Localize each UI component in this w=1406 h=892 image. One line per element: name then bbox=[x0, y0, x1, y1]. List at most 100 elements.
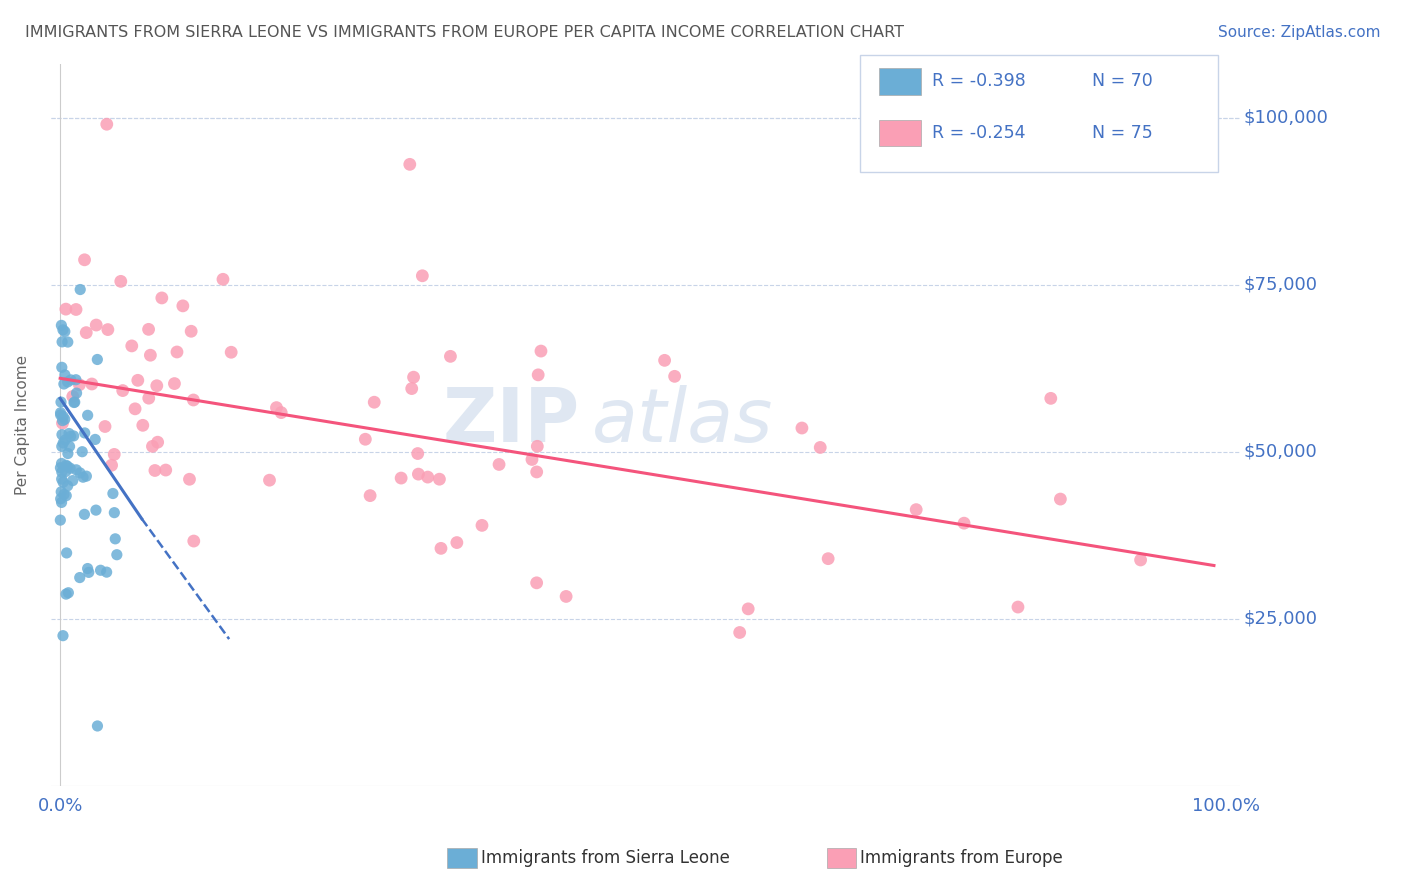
Point bbox=[58, 439, 80, 453]
Point bbox=[58, 586, 80, 600]
Point bbox=[398, 157, 420, 171]
Point bbox=[52, 475, 75, 490]
Point bbox=[52, 629, 75, 643]
Point bbox=[84, 503, 107, 517]
Point bbox=[141, 439, 163, 453]
Point bbox=[132, 418, 155, 433]
Point bbox=[73, 425, 96, 440]
Point bbox=[138, 322, 160, 336]
Point bbox=[408, 467, 430, 482]
Point bbox=[139, 348, 162, 362]
Point bbox=[166, 345, 188, 359]
Point bbox=[53, 487, 76, 501]
Point bbox=[55, 587, 77, 601]
Point bbox=[416, 470, 439, 484]
Point bbox=[51, 427, 73, 442]
Point bbox=[111, 384, 134, 398]
Point bbox=[69, 570, 91, 584]
Text: R = -0.398: R = -0.398 bbox=[932, 72, 1026, 90]
Point bbox=[180, 324, 202, 338]
Point bbox=[808, 441, 831, 455]
Point bbox=[183, 534, 205, 549]
Point bbox=[429, 472, 451, 486]
Point bbox=[359, 489, 381, 503]
Point bbox=[55, 465, 77, 479]
Point bbox=[51, 495, 73, 509]
Point bbox=[51, 334, 73, 349]
Point bbox=[69, 466, 91, 480]
Point bbox=[55, 489, 77, 503]
Point bbox=[77, 566, 100, 580]
Point bbox=[172, 299, 194, 313]
Point bbox=[70, 444, 93, 458]
Point bbox=[96, 565, 118, 579]
Point bbox=[86, 719, 108, 733]
Point bbox=[90, 563, 112, 577]
Point bbox=[76, 561, 98, 575]
Point bbox=[1039, 392, 1062, 406]
Point bbox=[59, 429, 82, 443]
Point bbox=[1049, 492, 1071, 507]
Point bbox=[354, 432, 377, 446]
Point bbox=[555, 590, 578, 604]
Point bbox=[51, 416, 73, 430]
Point bbox=[143, 463, 166, 477]
Text: Immigrants from Europe: Immigrants from Europe bbox=[860, 849, 1063, 867]
Point bbox=[389, 471, 412, 485]
Point bbox=[103, 506, 125, 520]
Point bbox=[270, 406, 292, 420]
Point bbox=[817, 551, 839, 566]
Text: $100,000: $100,000 bbox=[1243, 109, 1329, 127]
Point bbox=[664, 369, 686, 384]
Point bbox=[53, 368, 76, 382]
Point bbox=[75, 469, 97, 483]
Point bbox=[103, 447, 125, 461]
Point bbox=[266, 401, 288, 415]
Point bbox=[138, 391, 160, 405]
Point bbox=[65, 386, 87, 401]
Text: N = 75: N = 75 bbox=[1092, 124, 1153, 142]
Point bbox=[55, 546, 77, 560]
Point bbox=[86, 352, 108, 367]
Text: $75,000: $75,000 bbox=[1243, 276, 1317, 293]
Point bbox=[69, 283, 91, 297]
Point bbox=[530, 344, 553, 359]
Point bbox=[146, 378, 169, 392]
Point bbox=[67, 377, 90, 392]
Point bbox=[121, 339, 143, 353]
Point bbox=[65, 302, 87, 317]
Point bbox=[75, 326, 97, 340]
Point bbox=[105, 548, 128, 562]
Point bbox=[51, 360, 73, 375]
Point bbox=[471, 518, 494, 533]
Point bbox=[52, 323, 75, 337]
Y-axis label: Per Capita Income: Per Capita Income bbox=[15, 355, 30, 495]
Point bbox=[127, 373, 149, 387]
Point bbox=[124, 401, 146, 416]
Point bbox=[56, 459, 79, 474]
Point bbox=[790, 421, 813, 435]
Point bbox=[53, 433, 76, 447]
Point bbox=[52, 409, 75, 424]
Point bbox=[80, 376, 103, 391]
Point bbox=[728, 625, 751, 640]
Point bbox=[905, 502, 928, 516]
Point bbox=[51, 439, 73, 453]
Text: Source: ZipAtlas.com: Source: ZipAtlas.com bbox=[1218, 25, 1381, 40]
Point bbox=[526, 439, 548, 453]
Point bbox=[1129, 553, 1152, 567]
Point bbox=[73, 252, 96, 267]
Point bbox=[51, 318, 73, 333]
Point bbox=[84, 318, 107, 332]
Point bbox=[654, 353, 676, 368]
Point bbox=[163, 376, 186, 391]
Point bbox=[56, 334, 79, 349]
Point bbox=[56, 446, 79, 460]
Point bbox=[183, 392, 205, 407]
Point bbox=[63, 395, 86, 409]
Text: atlas: atlas bbox=[592, 385, 773, 458]
Point bbox=[100, 458, 122, 473]
Point bbox=[51, 465, 73, 479]
Point bbox=[73, 508, 96, 522]
Point bbox=[51, 484, 73, 499]
